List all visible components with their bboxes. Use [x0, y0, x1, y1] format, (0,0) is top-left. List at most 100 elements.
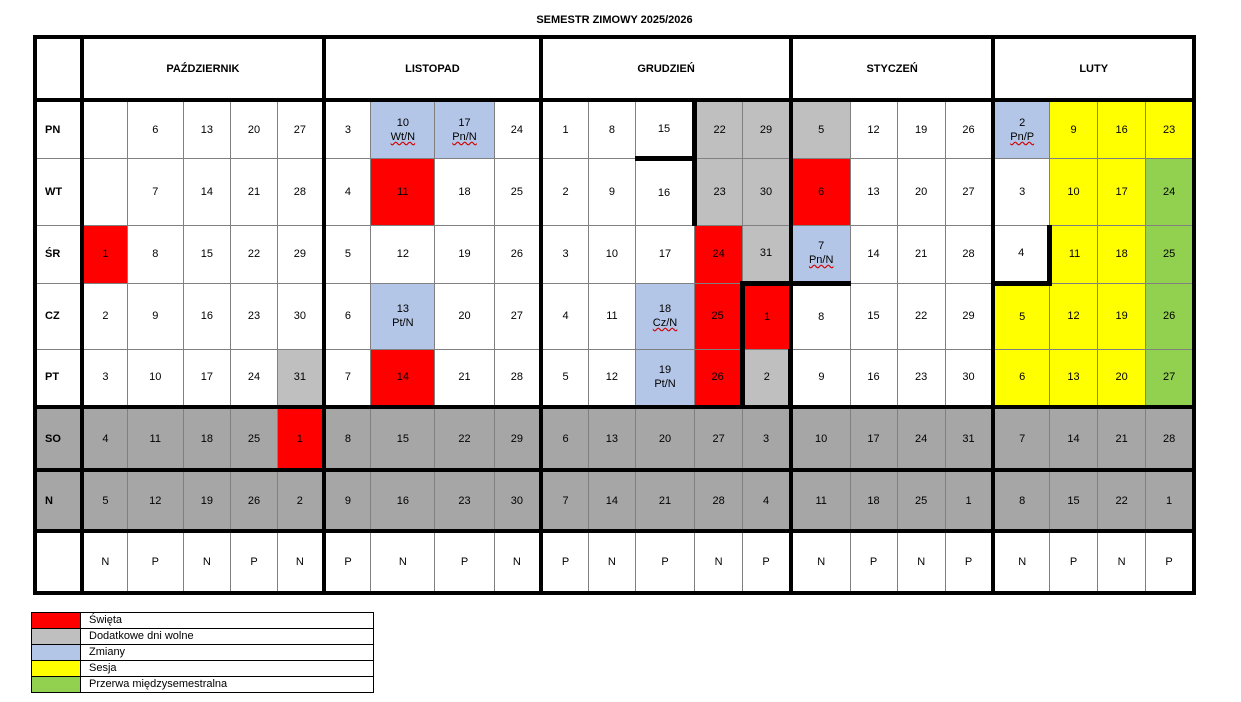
- parity-cell: N: [370, 530, 436, 595]
- month-header: STYCZEŃ: [788, 35, 996, 102]
- day-cell: 23: [692, 157, 744, 226]
- change-note: Pn/N: [452, 130, 477, 143]
- day-cell: 30: [742, 157, 793, 226]
- day-cell: 11: [126, 406, 184, 472]
- day-cell: 6: [126, 98, 184, 159]
- day-cell: 21: [1097, 406, 1147, 472]
- legend-label: Święta: [80, 612, 374, 629]
- day-cell: 27: [1145, 348, 1197, 409]
- day-cell: 22: [229, 224, 279, 284]
- day-label: WT: [32, 157, 85, 226]
- legend-swatch-red: [31, 612, 81, 629]
- parity-cell: N: [80, 530, 128, 595]
- day-cell: 13: [182, 98, 231, 159]
- day-cell: 12: [126, 469, 184, 533]
- day-cell: 20: [1097, 348, 1147, 409]
- day-cell: 7: [991, 406, 1050, 472]
- row-cz: CZ 2 9 16 23 30 6 13 Pt/N 20 27 4 11 18 Cz/N 25 1 8 15 22 29…: [32, 280, 1197, 350]
- page-title: SEMESTR ZIMOWY 2025/2026: [536, 14, 693, 26]
- day-cell: 17: [1097, 157, 1147, 226]
- day-cell: 27: [277, 98, 326, 159]
- day-cell: 3: [321, 98, 372, 159]
- day-cell: 25: [1145, 224, 1197, 284]
- day-cell: 1: [944, 469, 996, 533]
- day-cell: 1: [740, 282, 793, 350]
- day-cell: [80, 98, 128, 159]
- day-cell: 28: [277, 157, 326, 226]
- day-cell: 26: [944, 98, 996, 159]
- legend-swatch-blue: [31, 644, 81, 661]
- day-cell: 12: [849, 98, 898, 159]
- day-cell: 2: [740, 348, 793, 409]
- day-cell: 19: [434, 224, 495, 284]
- parity-cell: N: [587, 530, 636, 595]
- legend-swatch-green: [31, 676, 81, 693]
- day-cell: 26: [1145, 282, 1197, 350]
- day-cell: 10: [587, 224, 636, 284]
- day-cell: 22: [1097, 469, 1147, 533]
- change-note: Pt/N: [392, 317, 414, 329]
- parity-cell: N: [788, 530, 851, 595]
- day-cell: 15: [1048, 469, 1099, 533]
- day-cell: 19: [896, 98, 946, 159]
- day-label: [32, 530, 85, 595]
- day-cell: 15: [849, 282, 898, 350]
- row-pt: PT 3 10 17 24 31 7 14 21 28 5 12 19 Pt/N 26 2 9 16 23 30 6 13…: [32, 348, 1197, 409]
- day-cell: 25: [493, 157, 544, 226]
- day-cell: 20: [634, 406, 696, 472]
- day-cell: 21: [229, 157, 279, 226]
- semester-calendar: PAŹDZIERNIK LISTOPAD GRUDZIEŃ STYCZEŃ LUTY PN…: [32, 35, 1197, 595]
- day-cell: 28: [944, 224, 996, 284]
- day-cell: 29: [944, 282, 996, 350]
- day-cell: 21: [634, 469, 696, 533]
- day-cell: 13: [587, 406, 636, 472]
- day-cell: 30: [944, 348, 996, 409]
- day-cell: 4: [742, 469, 793, 533]
- month-header: LISTOPAD: [321, 35, 544, 102]
- day-cell: 22: [694, 98, 744, 159]
- parity-cell: N: [991, 530, 1050, 595]
- day-cell: 30: [277, 282, 326, 350]
- day-cell: 31: [277, 348, 326, 409]
- day-cell: 5: [321, 224, 372, 284]
- day-cell: 19: [182, 469, 231, 533]
- day-cell: 11: [788, 469, 851, 533]
- change-note: Pn/N: [808, 254, 834, 266]
- day-cell: 16: [370, 469, 436, 533]
- change-note: Pn/P: [1010, 130, 1035, 143]
- day-cell: 29: [742, 98, 793, 159]
- day-cell: 25: [896, 469, 946, 533]
- day-cell: 14: [1048, 406, 1099, 472]
- day-cell: 5: [80, 469, 128, 533]
- month-header: PAŹDZIERNIK: [80, 35, 326, 102]
- day-cell: 28: [1145, 406, 1197, 472]
- day-cell: 9: [587, 157, 636, 226]
- day-cell: 16: [1097, 98, 1147, 159]
- day-cell: 1: [539, 98, 589, 159]
- day-cell: 10: [1048, 157, 1099, 226]
- legend-label: Dodatkowe dni wolne: [80, 628, 374, 645]
- month-header: LUTY: [991, 35, 1196, 102]
- row-months: PAŹDZIERNIK LISTOPAD GRUDZIEŃ STYCZEŃ LUTY: [32, 35, 1196, 102]
- day-cell: 6: [539, 406, 589, 472]
- legend-item-zmiany: Zmiany: [31, 644, 374, 661]
- parity-cell: N: [182, 530, 231, 595]
- day-cell: 26: [493, 224, 544, 284]
- day-cell: 23: [1145, 98, 1197, 159]
- legend-item-przerwa: Przerwa międzysemestralna: [31, 676, 374, 693]
- day-cell: 2: [80, 282, 128, 350]
- parity-cell: P: [126, 530, 184, 595]
- day-cell: 16: [182, 282, 231, 350]
- legend-label: Zmiany: [80, 644, 374, 661]
- day-cell: 18: [1097, 224, 1147, 284]
- legend: Święta Dodatkowe dni wolne Zmiany Sesja …: [31, 612, 374, 693]
- parity-cell: P: [321, 530, 372, 595]
- day-cell: 7: [539, 469, 589, 533]
- corner-cell: [32, 35, 85, 102]
- day-cell: 8: [788, 280, 851, 350]
- day-cell: 24: [229, 348, 279, 409]
- day-cell: 5: [539, 348, 589, 409]
- day-cell: 27: [493, 282, 544, 350]
- change-note: Wt/N: [390, 130, 416, 143]
- day-cell: 16: [634, 157, 696, 226]
